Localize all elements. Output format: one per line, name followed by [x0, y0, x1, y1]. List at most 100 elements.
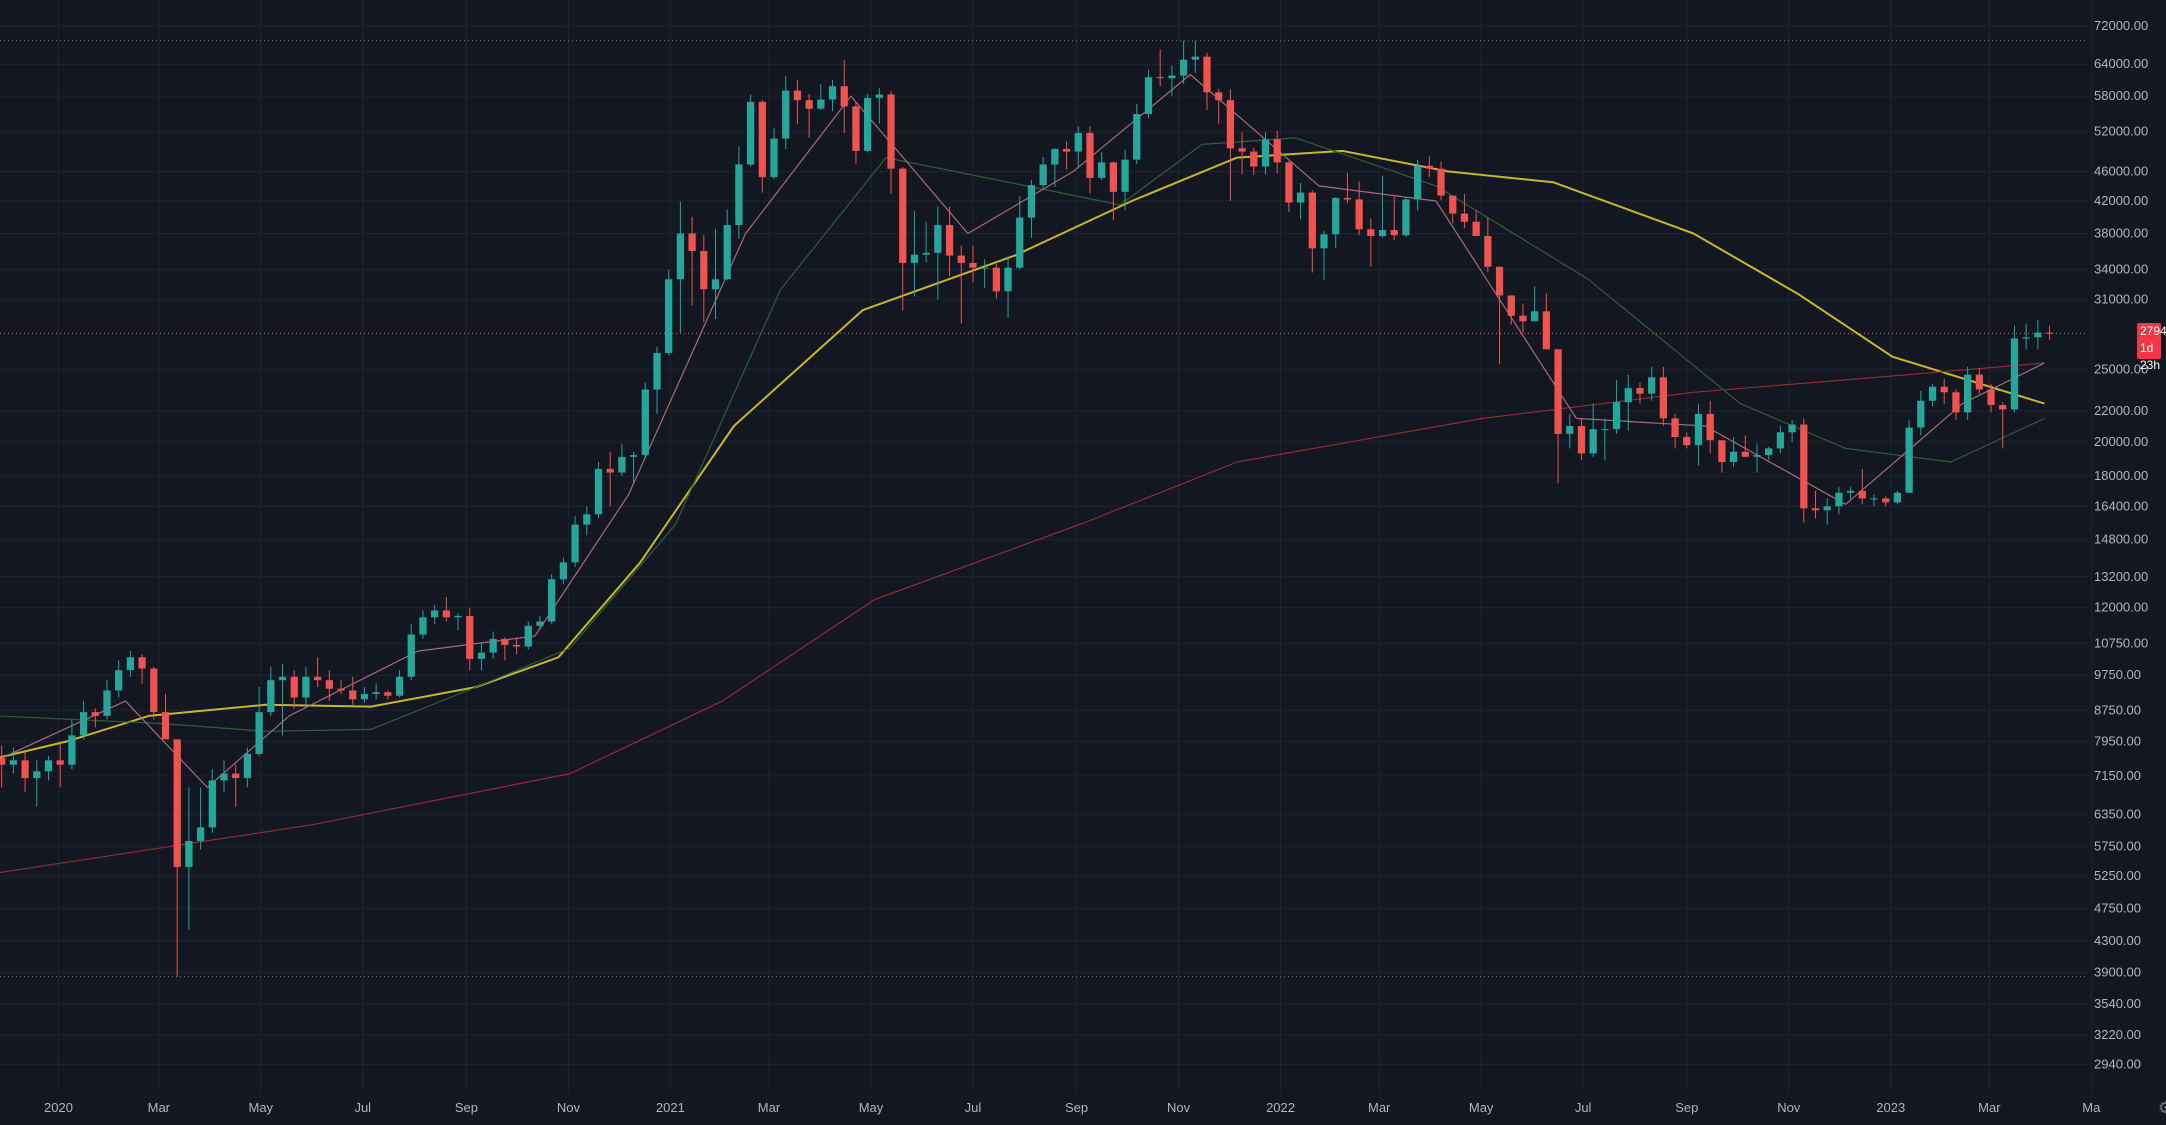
candle-body — [1062, 148, 1071, 152]
candle-body — [618, 456, 626, 473]
candle — [1729, 437, 1738, 468]
price-tick-label: 25000.00 — [2094, 361, 2148, 376]
candle — [419, 610, 427, 639]
candle — [594, 461, 603, 519]
price-tick-label: 4300.00 — [2094, 933, 2141, 948]
candle-body — [758, 101, 766, 178]
candle-body — [208, 780, 216, 828]
candle-body — [1741, 451, 1749, 457]
candle — [91, 708, 99, 728]
price-axis[interactable]: 72000.00 64000.00 58000.00 52000.00 46000.00… — [2094, 18, 2148, 1071]
candle-body — [1753, 455, 1761, 457]
candle — [501, 637, 509, 661]
price-tick-label: 12000.00 — [2094, 600, 2148, 615]
candle-body — [653, 352, 661, 390]
candle — [1378, 175, 1387, 238]
candle — [1086, 126, 1094, 194]
candle-body — [852, 106, 860, 151]
candle-body — [466, 615, 474, 659]
price-tick-label: 52000.00 — [2094, 124, 2148, 139]
time-tick-label: May — [1469, 1100, 1494, 1115]
candle-body — [793, 90, 802, 101]
candle — [2010, 325, 2019, 413]
candle-body — [1051, 148, 1059, 165]
current-price-label: 27940.00 — [2140, 324, 2166, 338]
candle-body — [1519, 315, 1527, 322]
price-tick-label: 2940.00 — [2094, 1056, 2141, 1071]
candle — [349, 676, 357, 705]
candle-body — [314, 676, 322, 681]
candle-body — [1320, 234, 1328, 249]
candle-body — [1016, 217, 1024, 268]
candle — [1367, 218, 1375, 267]
candle-body — [150, 668, 158, 713]
candle-body — [126, 657, 135, 671]
time-tick-label: Jul — [354, 1100, 371, 1115]
candle — [864, 93, 872, 153]
time-axis[interactable]: 2020 Mar May Jul Sep Nov 2021 Mar May Jul Sep Nov 20… — [44, 1100, 2101, 1115]
candle — [1390, 196, 1398, 241]
candle-body — [676, 233, 685, 280]
candle-body — [419, 617, 427, 635]
candle — [969, 245, 977, 283]
candle-body — [1133, 114, 1141, 160]
candle-body — [1659, 377, 1668, 419]
candle-body — [1144, 77, 1153, 115]
candle — [875, 87, 883, 124]
candle — [1893, 490, 1902, 505]
moving-average-line — [0, 149, 2045, 759]
candle — [1238, 132, 1246, 175]
candle-body — [1238, 148, 1246, 152]
price-tick-label: 3540.00 — [2094, 996, 2141, 1011]
candle — [1554, 349, 1562, 484]
candle-body — [1905, 427, 1913, 493]
price-tick-label: 16400.00 — [2094, 498, 2148, 513]
time-tick-label: Jul — [965, 1100, 982, 1115]
candle — [723, 209, 731, 281]
candle — [196, 787, 205, 850]
candle — [1659, 366, 1668, 427]
candle — [1601, 418, 1609, 461]
candle-body — [1999, 405, 2007, 410]
candle-body — [1332, 197, 1340, 235]
candle-body — [1858, 490, 1866, 499]
candle-body — [1987, 389, 1995, 406]
candle — [126, 651, 135, 677]
candle — [1004, 256, 1012, 318]
candle-body — [360, 693, 369, 700]
candle — [1355, 181, 1363, 236]
candle-body — [1928, 386, 1937, 401]
candle-body — [1648, 377, 1656, 394]
candle-body — [641, 389, 649, 456]
candle-body — [1835, 492, 1843, 507]
candle-body — [992, 267, 1000, 292]
candle-body — [1577, 426, 1586, 454]
candle — [512, 637, 521, 655]
time-tick-label: Mar — [148, 1100, 171, 1115]
candle-body — [1226, 100, 1235, 149]
candle — [79, 701, 88, 740]
candle — [618, 443, 626, 477]
candle — [395, 670, 404, 698]
candle — [325, 670, 333, 702]
price-tick-label: 20000.00 — [2094, 434, 2148, 449]
candle-body — [1846, 490, 1855, 493]
candle — [1683, 432, 1691, 449]
settings-gear-icon[interactable]: ⚙ — [2158, 1101, 2166, 1117]
candle-body — [68, 735, 76, 765]
candle-body — [477, 652, 486, 659]
candle — [1928, 384, 1937, 407]
candle-body — [1390, 230, 1398, 236]
candle — [255, 686, 263, 757]
candle-body — [1554, 349, 1562, 434]
candle — [1612, 379, 1621, 434]
candle — [1507, 295, 1515, 325]
candle — [1472, 210, 1480, 237]
candle-body — [934, 225, 942, 253]
candle-body — [44, 760, 53, 772]
candle — [1343, 172, 1352, 204]
price-tick-label: 10750.00 — [2094, 635, 2148, 650]
